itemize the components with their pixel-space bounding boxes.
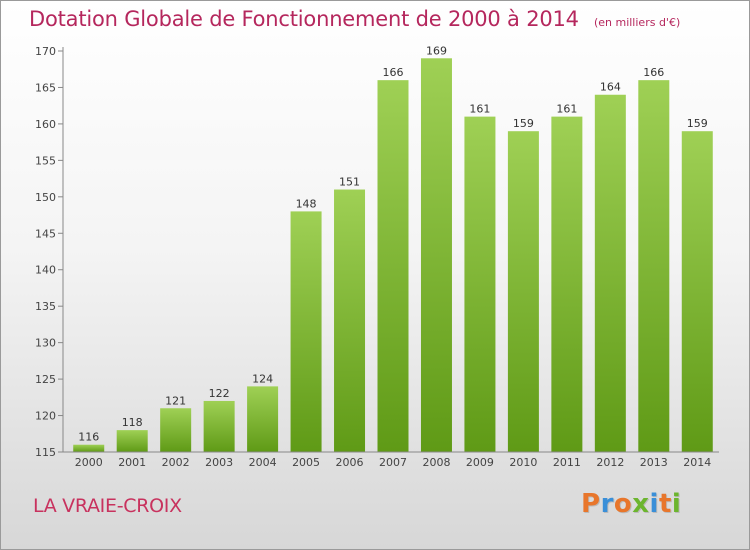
y-axis: 115 120 125 130 135 140 145 150 155 160 165 170 <box>35 45 64 459</box>
brand-letter: t <box>658 489 672 519</box>
bar-value-label: 166 <box>643 66 664 79</box>
brand-logo[interactable]: Proxiti <box>581 489 681 519</box>
bar-value-label: 169 <box>426 44 447 57</box>
x-tick-label: 2014 <box>683 456 711 469</box>
commune-name: LA VRAIE-CROIX <box>33 495 182 517</box>
bar <box>464 116 496 453</box>
bar <box>203 400 235 452</box>
title-row: Dotation Globale de Fonctionnement de 20… <box>29 7 680 31</box>
bar <box>594 94 626 452</box>
y-tick-label: 130 <box>35 337 56 350</box>
y-tick-label: 150 <box>35 191 56 204</box>
x-tick-label: 2010 <box>509 456 537 469</box>
brand-letter: o <box>613 489 633 519</box>
y-tick-label: 135 <box>35 300 56 313</box>
y-tick-label: 145 <box>35 227 56 240</box>
bars: 116 118 121 122 124 148 151 166 169 161 159 161 164 1… <box>73 44 713 453</box>
bar-value-label: 164 <box>600 81 621 94</box>
bar <box>681 131 713 452</box>
y-tick-label: 165 <box>35 81 56 94</box>
x-tick-label: 2003 <box>205 456 233 469</box>
bar <box>638 80 670 452</box>
chart-subtitle: (en milliers d'€) <box>593 16 681 29</box>
y-tick-label: 160 <box>35 118 56 131</box>
x-axis: 2000 2001 2002 2003 2004 2005 2006 2007 2008 2009… <box>63 451 719 469</box>
x-tick-label: 2001 <box>118 456 146 469</box>
y-tick-label: 140 <box>35 264 56 277</box>
x-tick-label: 2004 <box>249 456 277 469</box>
bar-value-label: 121 <box>165 394 186 407</box>
bar <box>116 430 148 452</box>
x-tick-label: 2005 <box>292 456 320 469</box>
y-tick-label: 125 <box>35 373 56 386</box>
bar <box>377 80 409 452</box>
x-tick-label: 2009 <box>466 456 494 469</box>
bar-value-label: 124 <box>252 372 273 385</box>
bar <box>290 211 322 452</box>
y-tick-label: 115 <box>35 446 56 459</box>
bar <box>420 58 452 453</box>
x-tick-label: 2012 <box>596 456 624 469</box>
bar-value-label: 166 <box>383 66 404 79</box>
x-tick-label: 2000 <box>75 456 103 469</box>
x-tick-label: 2006 <box>336 456 364 469</box>
brand-letter: i <box>649 489 659 519</box>
chart-title: Dotation Globale de Fonctionnement de 20… <box>29 7 579 31</box>
x-tick-label: 2013 <box>640 456 668 469</box>
y-tick-label: 120 <box>35 410 56 423</box>
x-tick-label: 2008 <box>422 456 450 469</box>
bar-value-label: 159 <box>513 117 534 130</box>
bar-value-label: 148 <box>296 197 317 210</box>
bar <box>73 444 105 452</box>
bar-value-label: 122 <box>209 387 230 400</box>
bar-value-label: 118 <box>122 416 143 429</box>
brand-letter: r <box>600 489 614 519</box>
bar <box>334 189 366 452</box>
brand-letter: P <box>581 489 601 519</box>
x-tick-label: 2011 <box>553 456 581 469</box>
bar-value-label: 116 <box>78 431 99 444</box>
brand-letter: i <box>671 489 682 519</box>
y-tick-label: 170 <box>35 45 56 58</box>
bar-value-label: 151 <box>339 176 360 189</box>
y-tick-label: 155 <box>35 154 56 167</box>
bar <box>247 386 279 452</box>
bar-value-label: 161 <box>556 103 577 116</box>
bar <box>507 131 539 452</box>
bar-value-label: 161 <box>469 103 490 116</box>
x-tick-label: 2002 <box>162 456 190 469</box>
bar <box>160 408 192 452</box>
bar-value-label: 159 <box>687 117 708 130</box>
brand-letter: x <box>632 489 650 519</box>
x-tick-label: 2007 <box>379 456 407 469</box>
bar <box>551 116 583 453</box>
